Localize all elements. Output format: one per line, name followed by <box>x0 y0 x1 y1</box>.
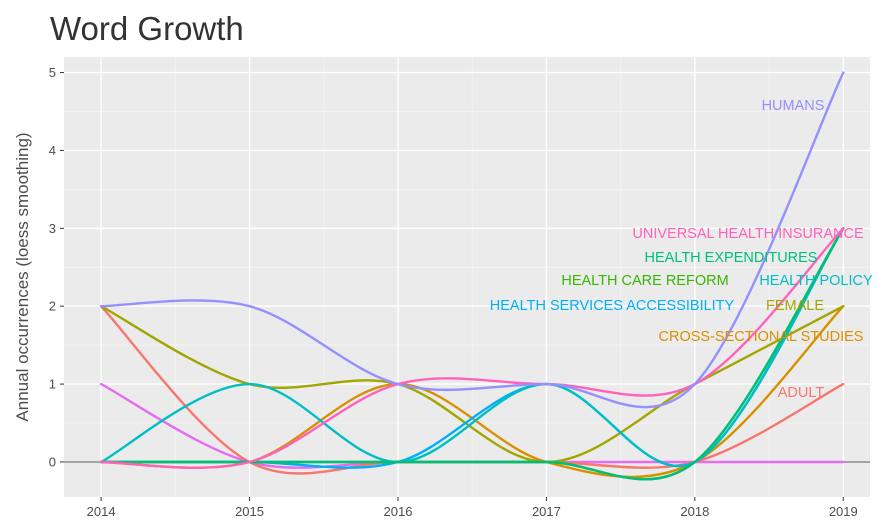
x-tick-label: 2015 <box>235 504 264 519</box>
y-tick-label: 3 <box>49 221 56 236</box>
series-label: HEALTH CARE REFORM <box>561 273 728 289</box>
y-tick-label: 2 <box>49 299 56 314</box>
plot-area: 2014 2015 2016 2017 2018 2019 0 1 2 3 4 5 HUMANS UNIV… <box>49 57 873 519</box>
series-label: HEALTH EXPENDITURES <box>645 250 818 266</box>
series-label: HEALTH POLICY <box>759 273 873 289</box>
series-line <box>99 227 845 481</box>
y-tick-label: 5 <box>49 65 56 80</box>
y-tick-label: 4 <box>49 143 56 158</box>
series-label: ADULT <box>778 385 825 401</box>
series-label: UNIVERSAL HEALTH INSURANCE <box>632 226 864 242</box>
x-tick-label: 2014 <box>87 504 116 519</box>
series-label: CROSS-SECTIONAL STUDIES <box>659 329 864 345</box>
x-tick-label: 2019 <box>829 504 858 519</box>
series-label: HUMANS <box>762 98 825 114</box>
chart-title: Word Growth <box>50 10 244 47</box>
y-axis-title: Annual occurrences (loess smoothing) <box>13 132 32 421</box>
series-line <box>99 71 845 409</box>
series-line <box>99 227 845 468</box>
x-tick-label: 2017 <box>532 504 561 519</box>
x-tick-label: 2018 <box>680 504 709 519</box>
series-label: HEALTH SERVICES ACCESSIBILITY <box>490 298 735 314</box>
series-line <box>99 227 845 469</box>
series-label: FEMALE <box>766 298 824 314</box>
x-tick-label: 2016 <box>384 504 413 519</box>
y-tick-label: 1 <box>49 377 56 392</box>
plot-panel <box>64 57 870 497</box>
y-tick-label: 0 <box>49 454 56 469</box>
